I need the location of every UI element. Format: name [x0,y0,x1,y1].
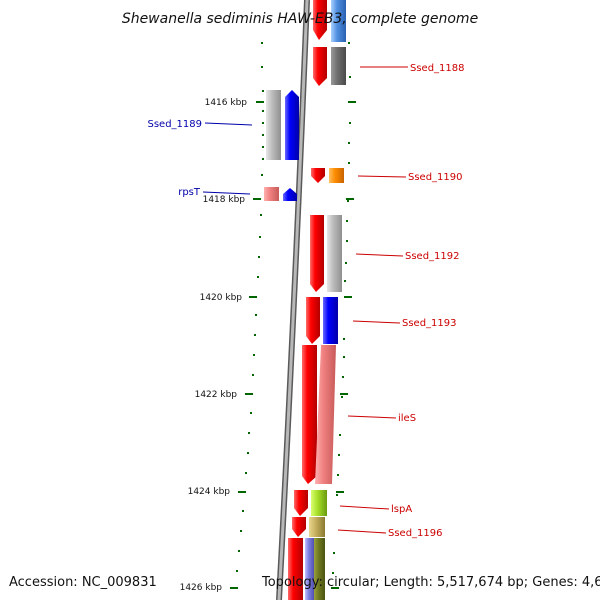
kbp-label: 1420 kbp [200,293,243,303]
gene-1189-homolog[interactable] [266,90,281,160]
homolog-1188[interactable] [331,47,346,85]
gene-label-ssed-1190[interactable]: Ssed_1190 [408,172,463,183]
genome-backbone-highlight [277,0,309,600]
homolog-1190[interactable] [329,168,344,183]
gene-label-ssed-1189[interactable]: Ssed_1189 [147,119,202,130]
homolog-iles[interactable] [315,345,336,484]
gene-ssed-1189[interactable] [285,90,299,160]
homolog-1193[interactable] [323,297,338,344]
kbp-label: 1426 kbp [180,583,223,593]
homolog-bottom-olive[interactable] [314,538,325,600]
homolog-1192[interactable] [327,215,342,292]
gene-label-iles[interactable]: ileS [398,413,416,424]
gene-ssed-1188[interactable] [313,47,327,86]
gene-rpst[interactable] [283,188,297,201]
homolog-1196[interactable] [309,517,325,537]
gene-label-ssed-1192[interactable]: Ssed_1192 [405,251,460,262]
kbp-label: 1418 kbp [203,195,246,205]
topology-text: Topology: circular; Length: 5,517,674 bp… [261,575,600,590]
kbp-label: 1422 kbp [195,390,238,400]
gene-label-ssed-1193[interactable]: Ssed_1193 [402,318,457,329]
gene-label-ssed-1196[interactable]: Ssed_1196 [388,528,443,539]
left-major-ticks [230,101,264,589]
gene-label-lspa[interactable]: lspA [391,504,412,515]
gene-bottom-red[interactable] [288,538,303,600]
gene-lspa[interactable] [294,490,308,516]
gene-top-red[interactable] [313,0,327,40]
gene-iles[interactable] [302,345,317,484]
homolog-top-sky[interactable] [331,0,346,42]
gene-ssed-1196[interactable] [292,517,306,537]
gene-ssed-1193[interactable] [306,297,320,344]
gene-ssed-1192[interactable] [310,215,324,292]
gene-label-rpst[interactable]: rpsT [178,187,201,198]
leader-lines [202,66,408,534]
gene-ssed-1190[interactable] [311,168,325,183]
accession-text: Accession: NC_009831 [9,575,157,590]
gene-rpst-homolog[interactable] [264,187,279,201]
gene-label-ssed-1188[interactable]: Ssed_1188 [410,63,465,74]
kbp-label: 1424 kbp [188,487,231,497]
map-title: Shewanella sediminis HAW-EB3, complete g… [122,11,478,27]
left-dot-track [236,42,264,572]
homolog-bottom-lav[interactable] [305,538,314,600]
right-major-ticks [331,101,356,589]
kbp-label: 1416 kbp [205,98,248,108]
homolog-lspa[interactable] [311,490,327,516]
right-dot-track [332,42,351,574]
